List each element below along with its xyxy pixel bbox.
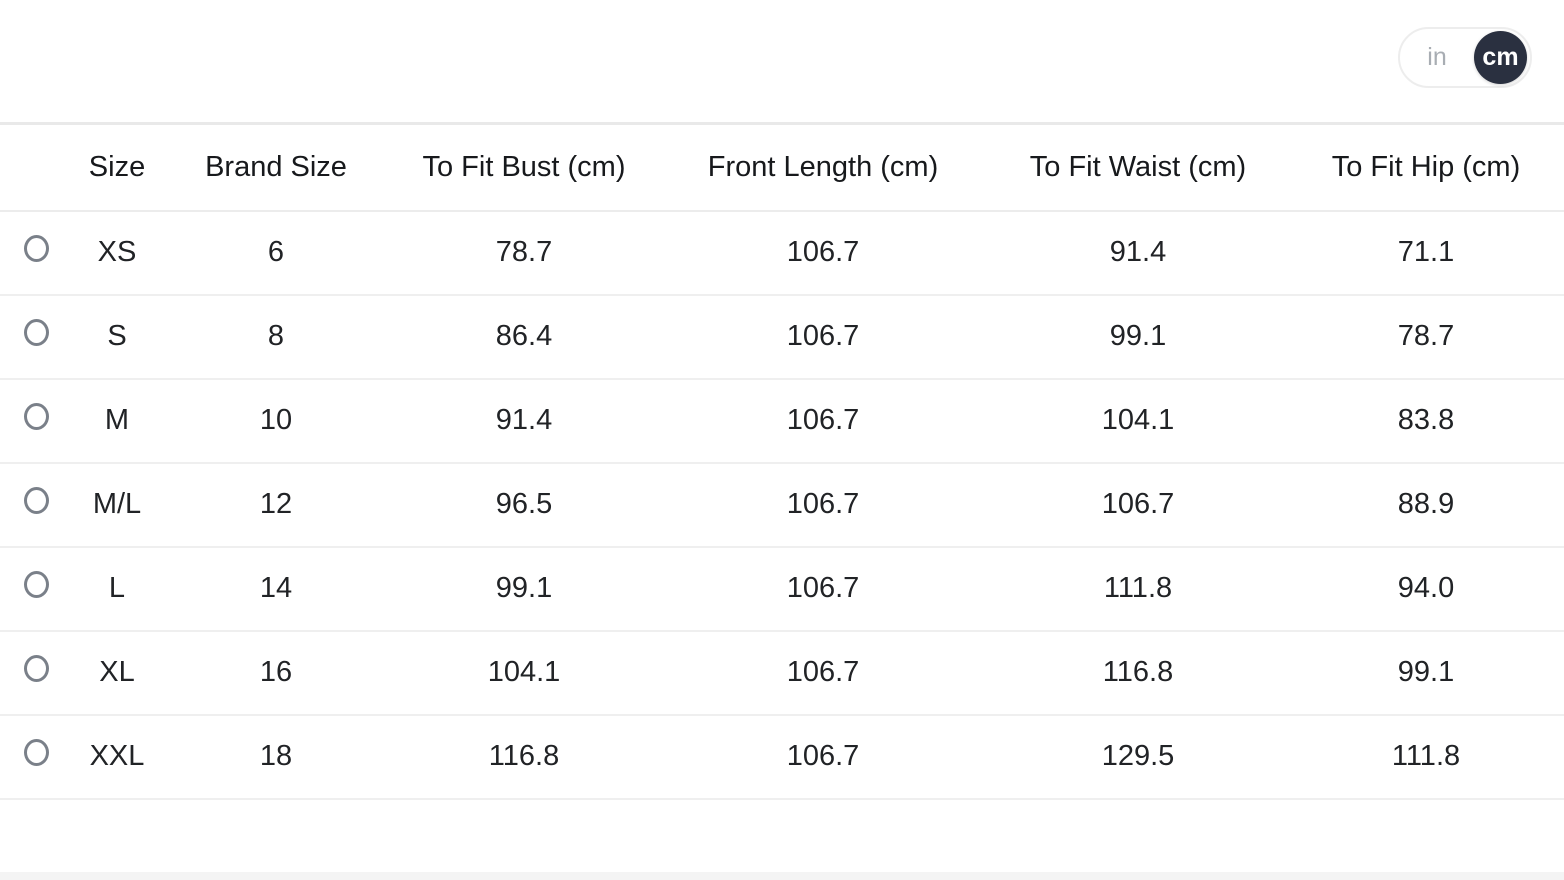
table-row[interactable]: M 10 91.4 106.7 104.1 83.8 bbox=[0, 378, 1564, 464]
bust-cell: 96.5 bbox=[390, 462, 658, 548]
column-header-brand-size: Brand Size bbox=[162, 123, 390, 212]
unit-option-cm[interactable]: cm bbox=[1474, 31, 1527, 84]
column-header-front-length: Front Length (cm) bbox=[658, 123, 988, 212]
front-length-cell: 106.7 bbox=[658, 462, 988, 548]
brand-size-cell: 14 bbox=[162, 546, 390, 632]
size-cell: S bbox=[72, 294, 162, 380]
column-header-bust: To Fit Bust (cm) bbox=[390, 123, 658, 212]
waist-cell: 111.8 bbox=[988, 546, 1288, 632]
bust-cell: 104.1 bbox=[390, 630, 658, 716]
brand-size-cell: 8 bbox=[162, 294, 390, 380]
size-row-radio[interactable] bbox=[23, 403, 49, 430]
waist-cell: 106.7 bbox=[988, 462, 1288, 548]
waist-cell: 116.8 bbox=[988, 630, 1288, 716]
size-chart-table: Size Brand Size To Fit Bust (cm) Front L… bbox=[0, 122, 1564, 800]
size-row-radio[interactable] bbox=[23, 571, 49, 598]
front-length-cell: 106.7 bbox=[658, 210, 988, 296]
radio-cell bbox=[0, 630, 72, 716]
hip-cell: 78.7 bbox=[1288, 294, 1564, 380]
radio-cell bbox=[0, 714, 72, 800]
size-row-radio[interactable] bbox=[23, 655, 49, 682]
front-length-cell: 106.7 bbox=[658, 378, 988, 464]
brand-size-cell: 6 bbox=[162, 210, 390, 296]
unit-option-in[interactable]: in bbox=[1427, 43, 1447, 71]
brand-size-cell: 10 bbox=[162, 378, 390, 464]
hip-cell: 71.1 bbox=[1288, 210, 1564, 296]
size-cell: M/L bbox=[72, 462, 162, 548]
size-cell: M bbox=[72, 378, 162, 464]
radio-cell bbox=[0, 546, 72, 632]
table-row[interactable]: XXL 18 116.8 106.7 129.5 111.8 bbox=[0, 714, 1564, 800]
size-row-radio[interactable] bbox=[23, 319, 49, 346]
hip-cell: 99.1 bbox=[1288, 630, 1564, 716]
size-cell: XXL bbox=[72, 714, 162, 800]
radio-cell bbox=[0, 462, 72, 548]
table-row[interactable]: M/L 12 96.5 106.7 106.7 88.9 bbox=[0, 462, 1564, 548]
size-cell: XL bbox=[72, 630, 162, 716]
table-row[interactable]: XS 6 78.7 106.7 91.4 71.1 bbox=[0, 210, 1564, 296]
hip-cell: 83.8 bbox=[1288, 378, 1564, 464]
waist-cell: 99.1 bbox=[988, 294, 1288, 380]
front-length-cell: 106.7 bbox=[658, 294, 988, 380]
radio-cell bbox=[0, 294, 72, 380]
size-row-radio[interactable] bbox=[23, 487, 49, 514]
hip-cell: 111.8 bbox=[1288, 714, 1564, 800]
hip-cell: 88.9 bbox=[1288, 462, 1564, 548]
radio-column-header bbox=[0, 123, 72, 212]
topbar: in cm bbox=[0, 0, 1564, 122]
size-cell: XS bbox=[72, 210, 162, 296]
radio-cell bbox=[0, 378, 72, 464]
bust-cell: 116.8 bbox=[390, 714, 658, 800]
waist-cell: 91.4 bbox=[988, 210, 1288, 296]
front-length-cell: 106.7 bbox=[658, 546, 988, 632]
waist-cell: 104.1 bbox=[988, 378, 1288, 464]
front-length-cell: 106.7 bbox=[658, 714, 988, 800]
bust-cell: 78.7 bbox=[390, 210, 658, 296]
column-header-hip: To Fit Hip (cm) bbox=[1288, 123, 1564, 212]
bust-cell: 86.4 bbox=[390, 294, 658, 380]
size-cell: L bbox=[72, 546, 162, 632]
table-row[interactable]: XL 16 104.1 106.7 116.8 99.1 bbox=[0, 630, 1564, 716]
size-table-body: XS 6 78.7 106.7 91.4 71.1 S 8 86.4 106.7 99.1 78.7 M… bbox=[0, 210, 1564, 800]
brand-size-cell: 18 bbox=[162, 714, 390, 800]
bust-cell: 99.1 bbox=[390, 546, 658, 632]
column-header-waist: To Fit Waist (cm) bbox=[988, 123, 1288, 212]
unit-toggle[interactable]: in cm bbox=[1398, 27, 1532, 88]
front-length-cell: 106.7 bbox=[658, 630, 988, 716]
hip-cell: 94.0 bbox=[1288, 546, 1564, 632]
table-row[interactable]: S 8 86.4 106.7 99.1 78.7 bbox=[0, 294, 1564, 380]
size-row-radio[interactable] bbox=[23, 739, 49, 766]
radio-cell bbox=[0, 210, 72, 296]
bust-cell: 91.4 bbox=[390, 378, 658, 464]
brand-size-cell: 12 bbox=[162, 462, 390, 548]
brand-size-cell: 16 bbox=[162, 630, 390, 716]
table-row[interactable]: L 14 99.1 106.7 111.8 94.0 bbox=[0, 546, 1564, 632]
size-table-header: Size Brand Size To Fit Bust (cm) Front L… bbox=[0, 123, 1564, 212]
bottom-divider-strip bbox=[0, 872, 1564, 880]
waist-cell: 129.5 bbox=[988, 714, 1288, 800]
size-row-radio[interactable] bbox=[23, 235, 49, 262]
column-header-size: Size bbox=[72, 123, 162, 212]
